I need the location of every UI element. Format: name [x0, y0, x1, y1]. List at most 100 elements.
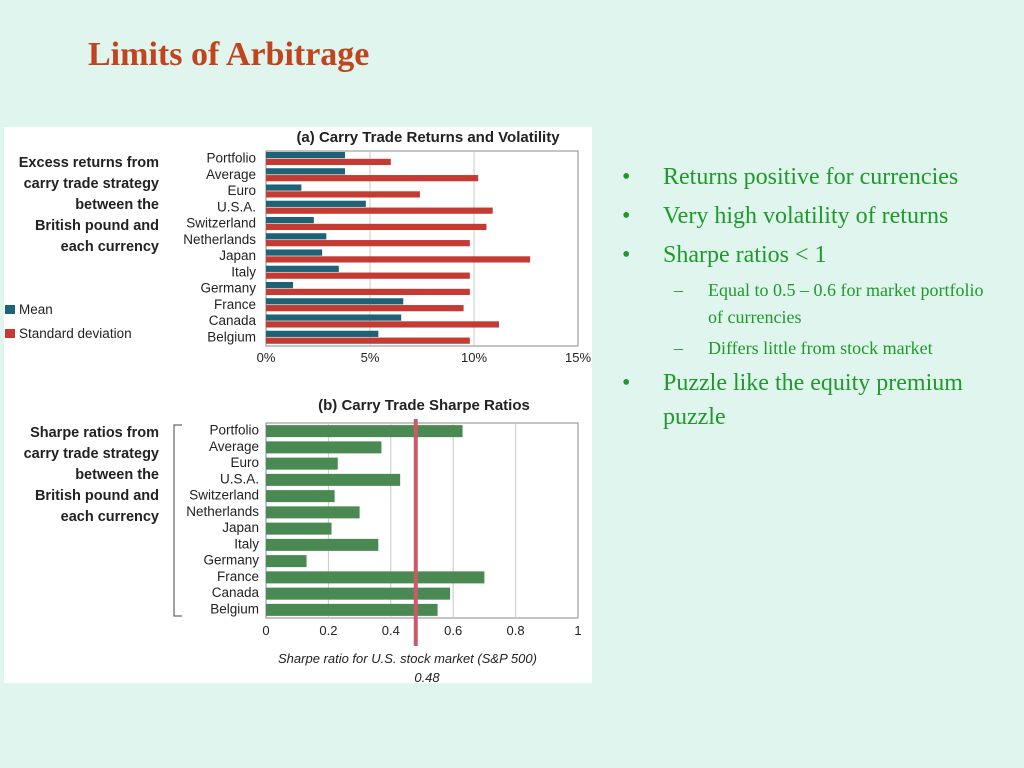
- chart-b-bar: [266, 587, 451, 600]
- chart-a-side-label: between the: [75, 197, 159, 213]
- chart-b-title: (b) Carry Trade Sharpe Ratios: [318, 397, 530, 414]
- chart-a-bar-mean: [266, 265, 339, 272]
- chart-a-bar-stddev: [266, 305, 464, 312]
- chart-b-category-label: Euro: [230, 455, 259, 470]
- chart-b-side-label: between the: [75, 467, 159, 483]
- chart-a-side-label: each currency: [61, 239, 159, 255]
- bullet-item: • Very high volatility of returns: [622, 199, 1002, 233]
- chart-a-plot-area: [265, 150, 579, 347]
- chart-b-bar: [266, 441, 382, 454]
- legend-label: Mean: [19, 302, 53, 317]
- chart-b-category-label: Italy: [234, 536, 259, 551]
- chart-a-bar-stddev: [266, 256, 531, 263]
- reference-line-value: 0.48: [414, 670, 440, 683]
- chart-a-bar-stddev: [266, 337, 470, 344]
- chart-a-category-label: Portfolio: [206, 151, 256, 166]
- chart-a-category-label: Germany: [200, 281, 256, 296]
- chart-b-bar: [266, 506, 360, 519]
- bullet-dot-icon: •: [622, 370, 631, 396]
- chart-a-category-label: Italy: [231, 264, 256, 279]
- chart-figure: (a) Carry Trade Returns and Volatility Po…: [4, 127, 592, 683]
- bullet-text: Puzzle like the equity premium puzzle: [663, 370, 963, 430]
- chart-b-bar: [266, 538, 379, 551]
- slide-title: Limits of Arbitrage: [88, 36, 370, 73]
- bullet-dot-icon: •: [622, 164, 631, 190]
- chart-a-category-label: Japan: [219, 248, 256, 263]
- chart-a-bar-stddev: [266, 288, 470, 296]
- chart-a-bar-mean: [266, 233, 327, 240]
- chart-b-category-label: Switzerland: [189, 488, 259, 503]
- sub-bullet-text: Equal to 0.5 – 0.6 for market portfolio …: [708, 280, 984, 327]
- chart-a-category-label: Euro: [227, 183, 256, 198]
- chart-a-bar-stddev: [266, 321, 499, 328]
- chart-b-category-label: Average: [209, 439, 259, 454]
- chart-a-title: (a) Carry Trade Returns and Volatility: [296, 129, 560, 146]
- chart-b-tick-label: 1: [574, 623, 581, 638]
- chart-a-bar-mean: [266, 330, 379, 337]
- chart-a-tick-label: 5%: [361, 350, 380, 365]
- bullet-dot-icon: •: [622, 203, 631, 229]
- chart-a-side-label: carry trade strategy: [24, 176, 159, 192]
- chart-a-bar-mean: [266, 184, 302, 191]
- chart-b-bracket: [173, 424, 182, 617]
- chart-a-bar-mean: [266, 249, 323, 256]
- chart-a-category-label: Canada: [209, 313, 257, 328]
- dash-icon: –: [674, 338, 683, 358]
- chart-a-bar-mean: [266, 168, 346, 175]
- bullet-text: Very high volatility of returns: [663, 203, 949, 229]
- chart-a-category-label: Average: [206, 167, 256, 182]
- bullet-dot-icon: •: [622, 242, 631, 268]
- chart-a-bar-stddev: [266, 191, 420, 198]
- chart-b-category-label: Portfolio: [209, 423, 259, 438]
- chart-b-side-label: Sharpe ratios from: [30, 425, 159, 441]
- sub-bullet-item: – Equal to 0.5 – 0.6 for market portfolio…: [622, 277, 1002, 331]
- chart-a-bar-stddev: [266, 158, 391, 166]
- chart-a-category-label: U.S.A.: [217, 199, 256, 214]
- dash-icon: –: [674, 280, 683, 300]
- chart-a-bar-stddev: [266, 272, 470, 279]
- chart-a-bar-stddev: [266, 240, 470, 247]
- chart-b-bar: [266, 457, 338, 470]
- bullet-text: Sharpe ratios < 1: [663, 242, 827, 268]
- chart-b-category-label: Germany: [203, 553, 259, 568]
- chart-svg: (a) Carry Trade Returns and Volatility Po…: [5, 129, 591, 683]
- chart-a-bar-mean: [266, 314, 402, 321]
- chart-b-bar: [266, 473, 401, 486]
- legend-swatch-mean: [5, 305, 15, 314]
- chart-b-bar: [266, 490, 335, 503]
- chart-b-tick-label: 0: [262, 623, 269, 638]
- chart-b-tick-label: 0.8: [507, 623, 525, 638]
- chart-a-bar-stddev: [266, 175, 479, 182]
- chart-a-category-label: France: [214, 297, 256, 312]
- sub-bullet-item: – Differs little from stock market: [622, 335, 1002, 362]
- chart-a-bar-stddev: [266, 223, 487, 231]
- bullet-item: • Returns positive for currencies: [622, 160, 1002, 194]
- chart-a-side-label: Excess returns from: [19, 155, 159, 171]
- chart-b-plot-area: [265, 422, 579, 619]
- legend-swatch-stddev: [5, 329, 15, 338]
- bullet-list: • Returns positive for currencies • Very h…: [622, 160, 1002, 439]
- sub-bullet-text: Differs little from stock market: [708, 338, 933, 358]
- chart-b-tick-label: 0.2: [319, 623, 337, 638]
- chart-b-bar: [266, 425, 463, 438]
- chart-a-category-label: Switzerland: [186, 216, 256, 231]
- chart-b-bar: [266, 603, 438, 616]
- bullet-text: Returns positive for currencies: [663, 164, 959, 190]
- chart-a-bar-mean: [266, 298, 404, 305]
- chart-b-category-label: Japan: [222, 520, 259, 535]
- chart-a-tick-label: 15%: [565, 350, 591, 365]
- chart-b-category-label: France: [217, 569, 259, 584]
- chart-b-category-label: Netherlands: [186, 504, 259, 519]
- chart-b-side-label: each currency: [61, 509, 159, 525]
- bullet-item: • Puzzle like the equity premium puzzle: [622, 366, 1002, 434]
- chart-b-side-label: carry trade strategy: [24, 446, 159, 462]
- chart-a-bar-mean: [266, 200, 366, 207]
- chart-a-bar-mean: [266, 281, 294, 289]
- chart-b-side-label: British pound and: [35, 488, 159, 504]
- reference-line-annotation: Sharpe ratio for U.S. stock market (S&P …: [278, 651, 537, 666]
- chart-a-category-label: Netherlands: [183, 232, 256, 247]
- chart-a-tick-label: 10%: [461, 350, 487, 365]
- chart-a-bar-stddev: [266, 207, 493, 214]
- chart-b-bar: [266, 555, 307, 568]
- chart-b-bar: [266, 571, 485, 584]
